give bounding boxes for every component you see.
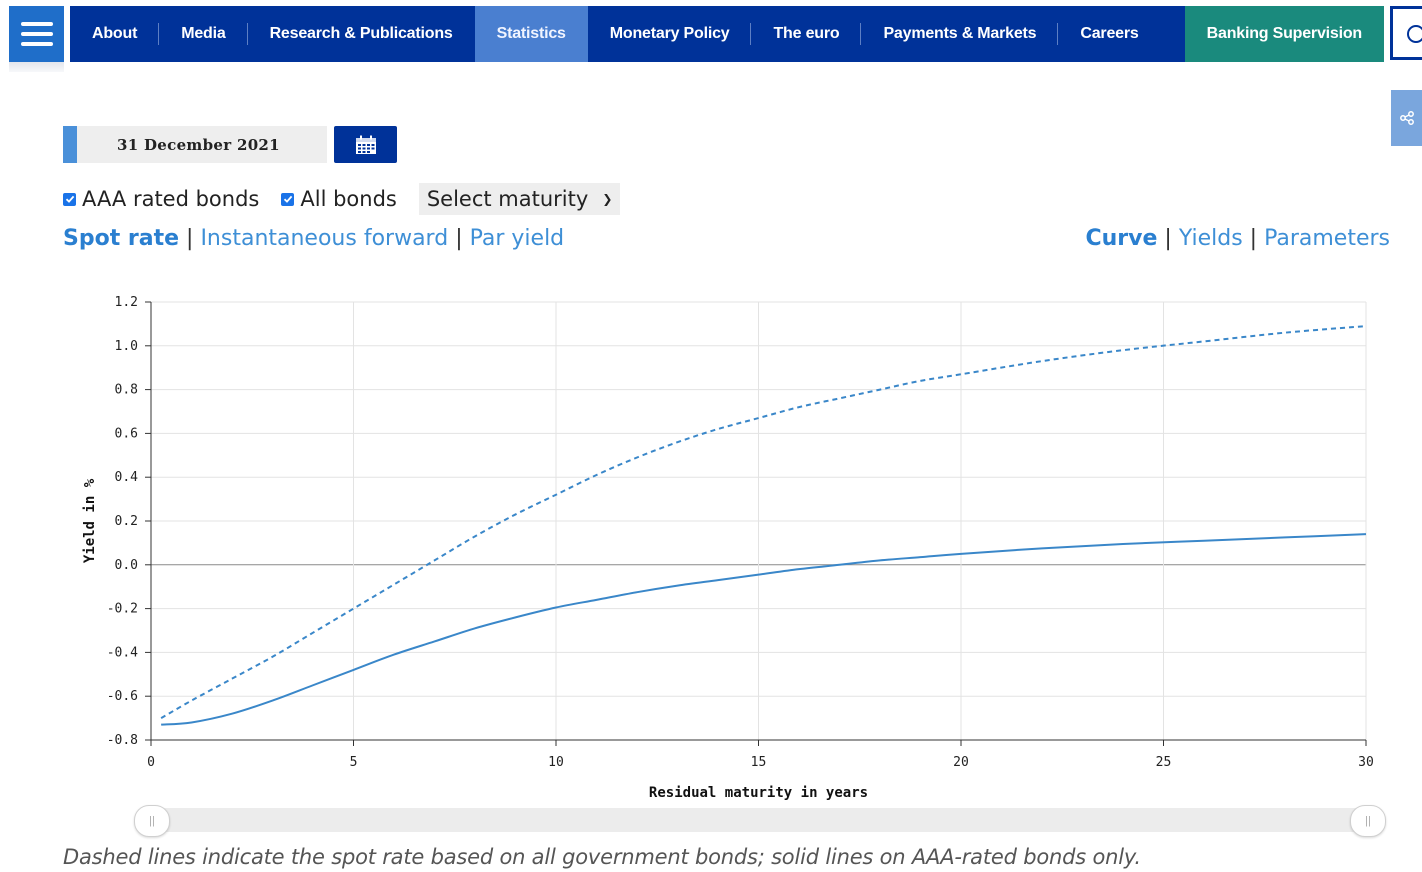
y-tick-label: 1.2 <box>115 295 138 310</box>
date-input[interactable]: 31 December 2021 <box>63 126 327 163</box>
chart-axes: -0.8 -0.6 -0.4 -0.2 0.0 0.2 0.4 0.6 0.8 1.0 1.2 0 5 1… <box>107 295 1374 770</box>
link-par-yield[interactable]: Par yield <box>469 226 565 251</box>
x-tick-label: 25 <box>1156 755 1172 770</box>
y-tick-label: -0.2 <box>107 602 138 617</box>
bond-filters: AAA rated bonds All bonds Select maturit… <box>63 183 621 215</box>
maturity-select-value: Select maturity <box>426 187 589 211</box>
nav-item-the-euro[interactable]: The euro <box>751 6 862 62</box>
y-axis-title: Yield in % <box>82 478 98 563</box>
nav-item-payments-markets[interactable]: Payments & Markets <box>861 6 1059 62</box>
y-tick-label: -0.4 <box>107 645 138 660</box>
calendar-icon[interactable] <box>334 126 397 163</box>
x-tick-label: 5 <box>350 755 358 770</box>
y-tick-label: 0.0 <box>115 558 138 573</box>
y-tick-label: 0.2 <box>115 514 138 529</box>
nav-item-careers[interactable]: Careers <box>1080 25 1139 42</box>
aaa-bonds-checkbox[interactable]: AAA rated bonds <box>63 187 259 211</box>
view-links: Curve | Yields | Parameters <box>1085 226 1390 251</box>
link-curve[interactable]: Curve <box>1085 226 1158 251</box>
chart-footnote: Dashed lines indicate the spot rate base… <box>63 845 1141 869</box>
x-tick-label: 20 <box>953 755 969 770</box>
y-tick-label: -0.6 <box>107 689 138 704</box>
nav-item-media[interactable]: Media <box>159 6 248 62</box>
range-handle-right[interactable]: || <box>1350 805 1386 837</box>
link-spot-rate[interactable]: Spot rate <box>63 226 180 251</box>
all-bonds-series-line <box>160 325 1367 719</box>
maturity-range-track[interactable] <box>150 808 1366 832</box>
y-tick-label: 1.0 <box>115 339 138 354</box>
nav-item-about[interactable]: About <box>70 6 160 62</box>
y-tick-label: 0.4 <box>115 470 139 485</box>
top-navigation: About Media Research & Publications Stat… <box>0 0 1422 72</box>
main-menu-bar: About Media Research & Publications Stat… <box>70 6 1384 62</box>
hamburger-icon[interactable] <box>9 6 64 62</box>
y-tick-label: 0.6 <box>115 426 138 441</box>
link-yields[interactable]: Yields <box>1178 226 1243 251</box>
menu-shadow <box>9 62 64 72</box>
nav-item-research-publications[interactable]: Research & Publications <box>269 25 453 42</box>
range-handle-left[interactable]: || <box>134 805 170 837</box>
y-tick-label: -0.8 <box>107 733 138 748</box>
nav-item-banking-supervision[interactable]: Banking Supervision <box>1184 6 1384 62</box>
all-bonds-checkbox[interactable]: All bonds <box>281 187 397 211</box>
x-tick-label: 30 <box>1358 755 1374 770</box>
x-tick-label: 0 <box>147 755 155 770</box>
search-icon[interactable] <box>1390 6 1422 60</box>
yield-curve-chart: -0.8 -0.6 -0.4 -0.2 0.0 0.2 0.4 0.6 0.8 1.0 1.2 0 5 1… <box>82 295 1374 801</box>
aaa-bonds-series-line <box>161 533 1367 726</box>
maturity-select[interactable]: Select maturity ❯ <box>418 183 621 215</box>
chart-grid <box>150 301 1367 741</box>
checkbox-checked-icon <box>281 192 295 206</box>
chevron-down-icon: ❯ <box>602 192 613 206</box>
x-tick-label: 15 <box>751 755 767 770</box>
aaa-bonds-label: AAA rated bonds <box>82 187 260 211</box>
x-axis-title: Residual maturity in years <box>649 785 868 801</box>
share-icon[interactable] <box>1391 90 1422 146</box>
nav-item-statistics[interactable]: Statistics <box>474 6 588 62</box>
x-tick-label: 10 <box>548 755 564 770</box>
y-tick-label: 0.8 <box>115 383 138 398</box>
chart-series <box>160 325 1367 726</box>
nav-item-monetary-policy[interactable]: Monetary Policy <box>588 6 752 62</box>
all-bonds-label: All bonds <box>300 187 397 211</box>
link-parameters[interactable]: Parameters <box>1264 226 1390 251</box>
checkbox-checked-icon <box>63 192 76 206</box>
curve-type-links: Spot rate | Instantaneous forward | Par yiel… <box>63 226 565 251</box>
link-instantaneous-forward[interactable]: Instantaneous forward <box>200 226 449 251</box>
